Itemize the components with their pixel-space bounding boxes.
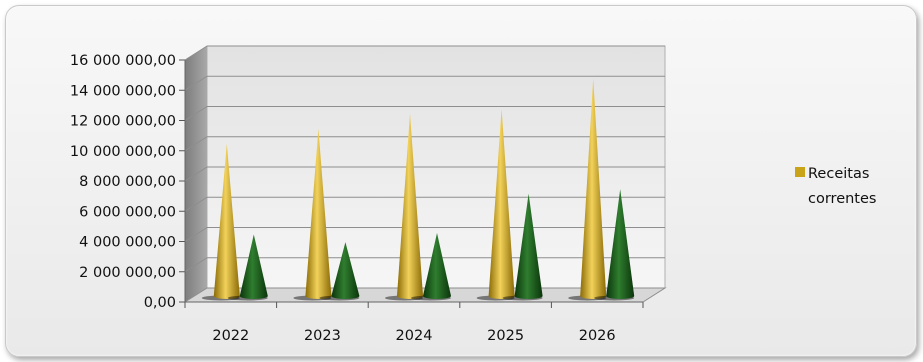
- cone-body: [423, 232, 451, 299]
- y-tick-label: 10 000 000,00: [70, 144, 176, 160]
- cone-series-2: [411, 232, 451, 301]
- cone-receitas-correntes: [385, 113, 423, 301]
- cone-body: [580, 78, 607, 300]
- cone-body: [239, 234, 268, 299]
- cone-body: [606, 189, 635, 299]
- legend-label-line-1: Receitas: [808, 166, 869, 182]
- gridline-side: [184, 45, 208, 61]
- cone-series: [201, 78, 635, 301]
- cone-series-2: [319, 242, 360, 301]
- gridline-side: [184, 257, 208, 273]
- cone-series-2: [502, 193, 543, 301]
- y-axis-ticks: 0,00 2 000 000,00 4 000 000,00 6 000 000,00…: [70, 53, 186, 311]
- x-tick-label: 2025: [487, 328, 524, 344]
- y-tick-label: 6 000 000,00: [79, 204, 176, 220]
- y-tick-label: 4 000 000,00: [79, 235, 176, 251]
- cone-series-2: [227, 234, 268, 301]
- y-tick-label: 2 000 000,00: [79, 265, 176, 281]
- legend: Receitas correntes: [795, 166, 876, 207]
- cone-body: [331, 242, 360, 299]
- cone-body: [213, 143, 240, 299]
- gridline-side: [184, 75, 208, 91]
- gridline-side: [184, 227, 208, 242]
- legend-label-line-2: correntes: [808, 191, 876, 207]
- x-tick-label: 2024: [396, 328, 433, 344]
- cone-receitas-correntes: [476, 108, 515, 301]
- y-tick-label: 12 000 000,00: [70, 114, 176, 130]
- gridline-side: [184, 166, 208, 182]
- cone-receitas-correntes: [201, 143, 240, 301]
- legend-swatch-receitas-correntes: [795, 167, 805, 177]
- cone-receitas-correntes: [568, 78, 607, 301]
- cone-body: [514, 193, 543, 299]
- gridline-side: [184, 106, 208, 121]
- cone-series-2: [594, 189, 635, 301]
- cone-body: [488, 108, 515, 299]
- x-tick-label: 2026: [579, 328, 616, 344]
- gridline-side: [184, 136, 208, 152]
- cone-body: [397, 113, 423, 299]
- x-tick-label: 2022: [212, 328, 249, 344]
- cone-body: [305, 128, 332, 299]
- y-tick-label: 14 000 000,00: [70, 83, 176, 99]
- y-tick-label: 16 000 000,00: [70, 53, 176, 69]
- x-axis-ticks: 2022 2023 2024 2025 2026: [184, 301, 644, 344]
- cone-receitas-correntes: [293, 128, 332, 301]
- gridline-side: [184, 196, 208, 212]
- y-tick-label: 0,00: [144, 295, 176, 311]
- y-tick-label: 8 000 000,00: [79, 174, 176, 190]
- x-tick-label: 2023: [304, 328, 341, 344]
